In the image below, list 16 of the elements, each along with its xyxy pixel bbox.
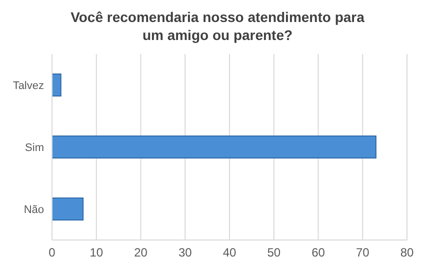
bar: [52, 136, 376, 158]
x-tick-label: 40: [222, 246, 236, 260]
bar: [52, 74, 62, 96]
y-tick-label: Sim: [25, 142, 44, 154]
x-tick-label: 50: [267, 246, 281, 260]
x-tick-label: 80: [400, 246, 414, 260]
x-tick-label: 70: [356, 246, 370, 260]
chart-title: Você recomendaria nosso atendimento para um amigo ou parente?: [70, 8, 366, 44]
x-tick-label: 60: [312, 246, 326, 260]
y-tick-label: Talvez: [12, 80, 44, 92]
x-tick-label: 30: [178, 246, 192, 260]
x-tick-label: 20: [134, 246, 148, 260]
x-tick-label: 0: [48, 246, 56, 260]
x-tick-label: 10: [90, 246, 104, 260]
bar: [52, 198, 84, 220]
y-tick-label: Não: [24, 204, 44, 216]
